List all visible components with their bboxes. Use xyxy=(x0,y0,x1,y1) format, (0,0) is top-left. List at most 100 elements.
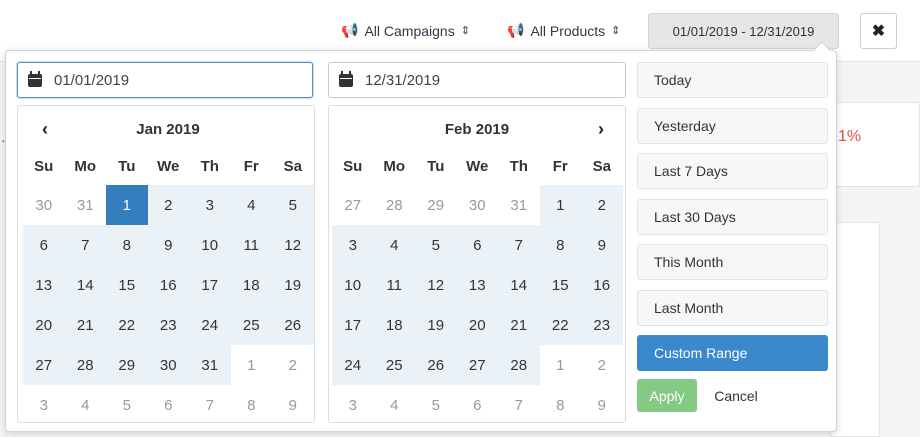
calendar-day[interactable]: 9 xyxy=(147,225,189,265)
calendar-day[interactable]: 6 xyxy=(456,225,498,265)
calendar-day[interactable]: 30 xyxy=(468,196,486,214)
date-range-button[interactable]: 01/01/2019 - 12/31/2019 xyxy=(648,13,839,49)
calendar-day[interactable]: 4 xyxy=(81,396,90,414)
range-option-today[interactable]: Today xyxy=(637,62,828,98)
calendar-day[interactable]: 23 xyxy=(147,305,189,345)
calendar-day[interactable]: 18 xyxy=(230,265,272,305)
range-option-custom-range[interactable]: Custom Range xyxy=(637,335,828,371)
range-option-yesterday[interactable]: Yesterday xyxy=(637,107,828,144)
calendar-day[interactable]: 9 xyxy=(597,396,606,414)
prev-month-button[interactable]: ‹ xyxy=(35,119,55,140)
calendar-day[interactable]: 5 xyxy=(415,225,457,265)
calendar-day[interactable]: 16 xyxy=(581,265,623,305)
calendar-day[interactable]: 28 xyxy=(385,196,403,214)
start-date-input[interactable]: 01/01/2019 xyxy=(17,62,313,98)
calendar-day[interactable]: 10 xyxy=(332,265,374,305)
calendar-day[interactable]: 3 xyxy=(189,185,231,225)
calendar-day[interactable]: 29 xyxy=(106,345,148,385)
calendar-day[interactable]: 8 xyxy=(539,225,581,265)
calendar-day[interactable]: 1 xyxy=(247,356,256,374)
calendar-day[interactable]: 15 xyxy=(106,265,148,305)
selected-day[interactable]: 1 xyxy=(106,185,148,225)
products-filter[interactable]: 📢 All Products ⇕ xyxy=(507,22,620,39)
calendar-day[interactable]: 6 xyxy=(473,396,482,414)
calendar-day[interactable]: 5 xyxy=(272,185,314,225)
calendar-day[interactable]: 11 xyxy=(230,225,272,265)
campaigns-filter[interactable]: 📢 All Campaigns ⇕ xyxy=(341,22,470,39)
calendar-day[interactable]: 27 xyxy=(344,196,362,214)
calendar-day[interactable]: 16 xyxy=(147,265,189,305)
calendar-day[interactable]: 7 xyxy=(205,396,214,414)
calendar-day[interactable]: 1 xyxy=(556,356,565,374)
calendar-day[interactable]: 29 xyxy=(427,196,445,214)
calendar-day[interactable]: 31 xyxy=(76,196,94,214)
calendar-day[interactable]: 9 xyxy=(288,396,297,414)
calendar-day[interactable]: 8 xyxy=(247,396,256,414)
calendar-day[interactable]: 14 xyxy=(498,265,540,305)
apply-button[interactable]: Apply xyxy=(637,379,697,412)
calendar-day[interactable]: 25 xyxy=(373,345,415,385)
calendar-day[interactable]: 2 xyxy=(288,356,297,374)
calendar-day[interactable]: 6 xyxy=(164,396,173,414)
calendar-day[interactable]: 7 xyxy=(64,225,106,265)
calendar-day[interactable]: 10 xyxy=(189,225,231,265)
calendar-day[interactable]: 26 xyxy=(272,305,314,345)
cancel-button[interactable]: Cancel xyxy=(714,387,758,404)
calendar-day[interactable]: 31 xyxy=(189,345,231,385)
range-option-this-month[interactable]: This Month xyxy=(637,244,828,280)
calendar-day[interactable]: 3 xyxy=(348,396,357,414)
calendar-day[interactable]: 20 xyxy=(456,305,498,345)
end-date-input[interactable]: 12/31/2019 xyxy=(328,62,626,98)
calendar-day[interactable]: 4 xyxy=(390,396,399,414)
calendar-day[interactable]: 2 xyxy=(147,185,189,225)
calendar-day[interactable]: 25 xyxy=(230,305,272,345)
next-month-button[interactable]: › xyxy=(591,119,611,140)
calendar-day[interactable]: 11 xyxy=(373,265,415,305)
calendar-day[interactable]: 27 xyxy=(23,345,65,385)
calendar-day[interactable]: 8 xyxy=(556,396,565,414)
calendar-day[interactable]: 30 xyxy=(35,196,53,214)
calendar-day[interactable]: 1 xyxy=(539,185,581,225)
calendar-day[interactable]: 5 xyxy=(122,396,131,414)
calendar-day[interactable]: 19 xyxy=(415,305,457,345)
calendar-day[interactable]: 28 xyxy=(498,345,540,385)
calendar-day[interactable]: 3 xyxy=(332,225,374,265)
calendar-day[interactable]: 12 xyxy=(415,265,457,305)
calendar-day[interactable]: 23 xyxy=(581,305,623,345)
calendar-day[interactable]: 6 xyxy=(23,225,65,265)
calendar-day[interactable]: 4 xyxy=(373,225,415,265)
range-option-last-30-days[interactable]: Last 30 Days xyxy=(637,198,828,235)
calendar-day[interactable]: 28 xyxy=(64,345,106,385)
calendar-day[interactable]: 12 xyxy=(272,225,314,265)
calendar-day[interactable]: 13 xyxy=(456,265,498,305)
range-option-last-month[interactable]: Last Month xyxy=(637,289,828,326)
calendar-day[interactable]: 22 xyxy=(539,305,581,345)
calendar-day[interactable]: 17 xyxy=(189,265,231,305)
calendar-day[interactable]: 22 xyxy=(106,305,148,345)
calendar-day[interactable]: 20 xyxy=(23,305,65,345)
calendar-day[interactable]: 2 xyxy=(597,356,606,374)
calendar-day[interactable]: 31 xyxy=(510,196,528,214)
calendar-day[interactable]: 3 xyxy=(39,396,48,414)
close-button[interactable]: ✖ xyxy=(860,13,897,49)
calendar-day[interactable]: 2 xyxy=(581,185,623,225)
calendar-day[interactable]: 8 xyxy=(106,225,148,265)
calendar-day[interactable]: 5 xyxy=(431,396,440,414)
calendar-day[interactable]: 18 xyxy=(373,305,415,345)
calendar-day[interactable]: 7 xyxy=(498,225,540,265)
calendar-day[interactable]: 14 xyxy=(64,265,106,305)
calendar-day[interactable]: 4 xyxy=(230,185,272,225)
calendar-day[interactable]: 19 xyxy=(272,265,314,305)
calendar-day[interactable]: 7 xyxy=(514,396,523,414)
calendar-day[interactable]: 15 xyxy=(539,265,581,305)
calendar-day[interactable]: 21 xyxy=(498,305,540,345)
range-option-last-7-days[interactable]: Last 7 Days xyxy=(637,153,828,189)
calendar-day[interactable]: 13 xyxy=(23,265,65,305)
calendar-day[interactable]: 24 xyxy=(189,305,231,345)
calendar-day[interactable]: 17 xyxy=(332,305,374,345)
calendar-day[interactable]: 30 xyxy=(147,345,189,385)
calendar-day[interactable]: 26 xyxy=(415,345,457,385)
calendar-day[interactable]: 27 xyxy=(456,345,498,385)
calendar-day[interactable]: 21 xyxy=(64,305,106,345)
calendar-day[interactable]: 9 xyxy=(581,225,623,265)
